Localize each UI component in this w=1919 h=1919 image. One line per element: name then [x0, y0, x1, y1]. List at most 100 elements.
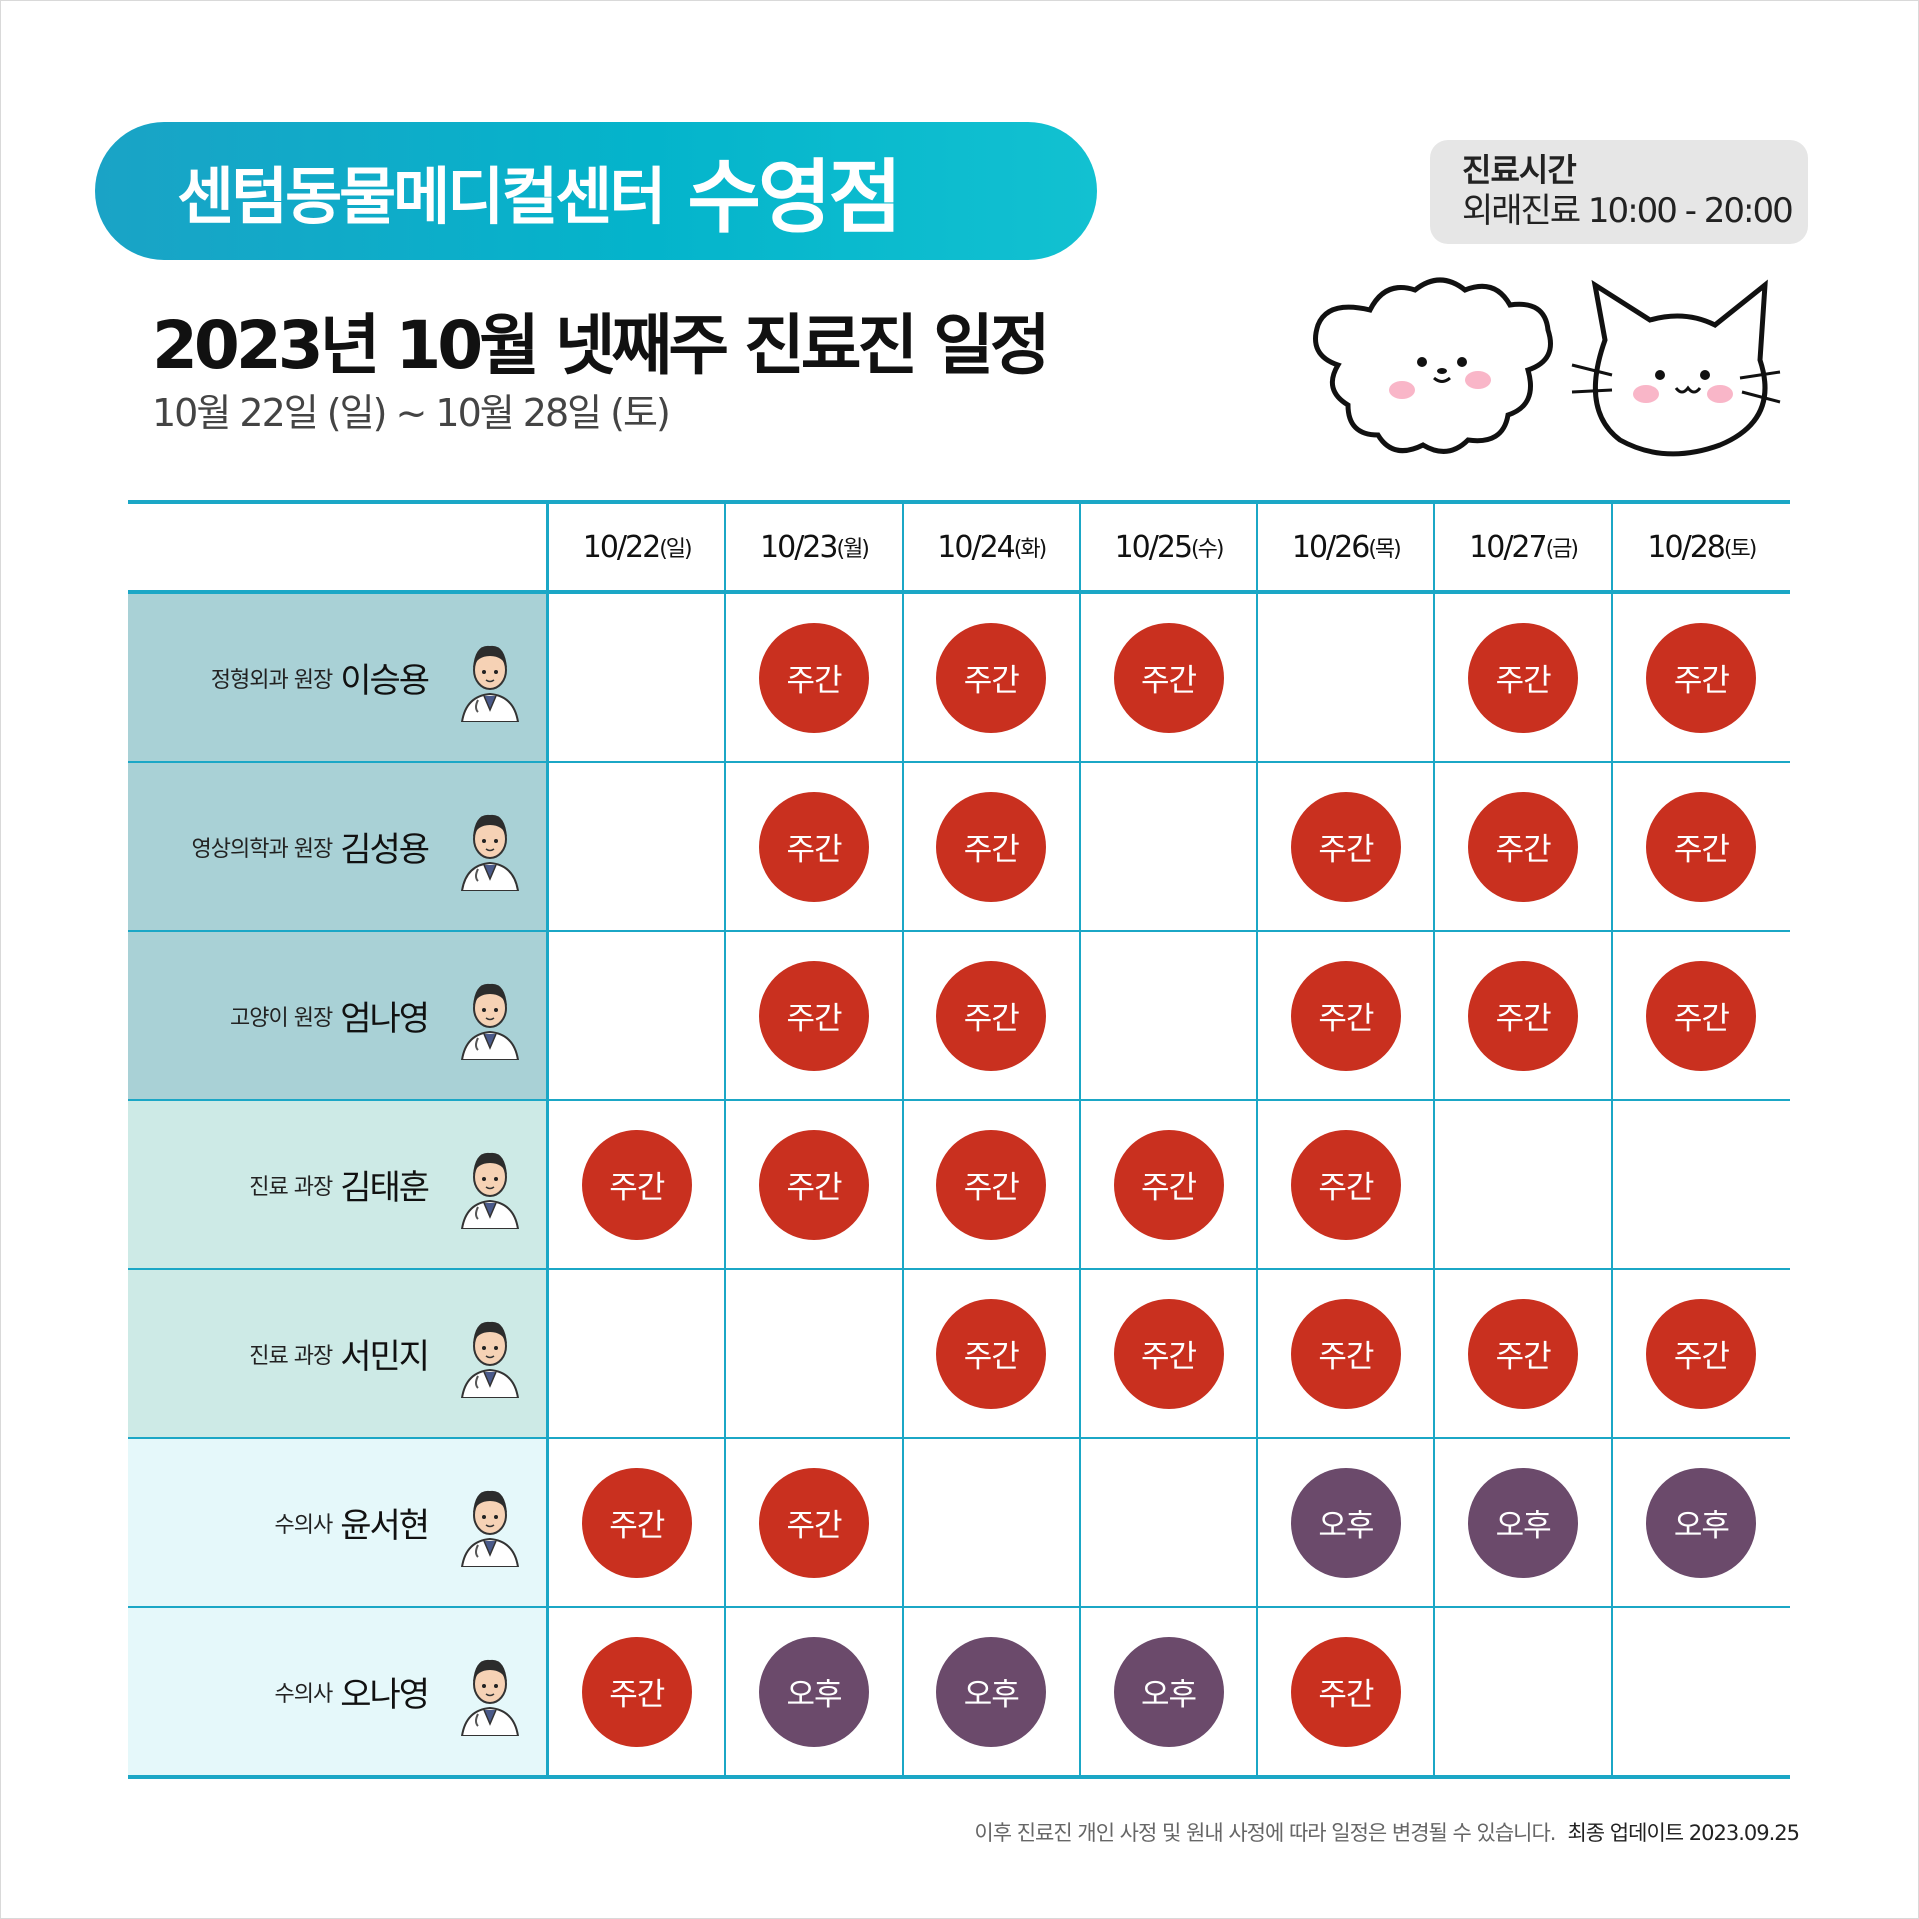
- column-date: 10/22: [582, 529, 661, 565]
- table-header-row: 10/22 (일) 10/23 (월) 10/24 (화) 10/25 (수) 10/2…: [128, 504, 1790, 594]
- schedule-cell: 주간: [904, 1270, 1081, 1437]
- column-dow: (금): [1545, 537, 1579, 562]
- footer-updated: 최종 업데이트 2023.09.25: [1567, 1821, 1800, 1845]
- schedule-cell: 오후: [726, 1608, 904, 1775]
- schedule-cell: [1613, 1101, 1790, 1268]
- afternoon-shift-badge: 오후: [936, 1636, 1047, 1747]
- column-date: 10/23: [760, 529, 838, 565]
- schedule-cell: 주간: [1258, 1608, 1436, 1775]
- schedule-cell: 주간: [1081, 594, 1259, 761]
- doctor-avatar-icon: [456, 1310, 524, 1399]
- schedule-cell: 주간: [549, 1608, 727, 1775]
- day-shift-badge: 주간: [759, 960, 869, 1071]
- table-row: 정형외과 원장 이승용 주간 주간 주간 주간 주간: [128, 594, 1790, 763]
- day-shift-badge: 주간: [759, 1129, 869, 1240]
- column-dow: (토): [1723, 537, 1757, 562]
- schedule-cell: [549, 763, 727, 930]
- day-shift-badge: 주간: [936, 960, 1047, 1071]
- schedule-cell: 주간: [1435, 1270, 1613, 1437]
- schedule-cell: [549, 594, 727, 761]
- schedule-cell: 주간: [1258, 1101, 1436, 1268]
- schedule-cell: [1435, 1608, 1613, 1775]
- doctor-avatar-icon: [456, 972, 524, 1061]
- column-header: 10/25 (수): [1081, 504, 1259, 590]
- schedule-cell: 오후: [904, 1608, 1081, 1775]
- staff-cell: 정형외과 원장 이승용: [128, 594, 550, 761]
- hours-box: 진료시간 외래진료 10:00 - 20:00: [1430, 140, 1808, 244]
- column-dow: (화): [1013, 537, 1047, 562]
- schedule-cell: 오후: [1081, 1608, 1259, 1775]
- day-shift-badge: 주간: [759, 791, 869, 902]
- day-shift-badge: 주간: [759, 622, 869, 733]
- schedule-cell: 주간: [1613, 594, 1790, 761]
- staff-cell: 고양이 원장 엄나영: [128, 932, 550, 1099]
- staff-cell: 진료 과장 서민지: [128, 1270, 550, 1437]
- doctor-avatar-icon: [456, 803, 524, 892]
- column-header: 10/26 (목): [1258, 504, 1436, 590]
- day-shift-badge: 주간: [1113, 622, 1224, 733]
- schedule-cell: 주간: [904, 1101, 1081, 1268]
- schedule-cell: [1258, 594, 1436, 761]
- column-date: 10/25: [1114, 529, 1193, 565]
- schedule-cell: [549, 1270, 727, 1437]
- afternoon-shift-badge: 오후: [1113, 1636, 1224, 1747]
- footer-note: 이후 진료진 개인 사정 및 원내 사정에 따라 일정은 변경될 수 있습니다.…: [974, 1817, 1800, 1847]
- schedule-cell: 주간: [726, 594, 904, 761]
- schedule-cell: 주간: [1258, 932, 1436, 1099]
- schedule-cell: [726, 1270, 904, 1437]
- day-shift-badge: 주간: [759, 1467, 869, 1578]
- schedule-cell: 주간: [726, 763, 904, 930]
- day-shift-badge: 주간: [1290, 960, 1401, 1071]
- schedule-cell: 주간: [726, 1101, 904, 1268]
- day-shift-badge: 주간: [1113, 1298, 1224, 1409]
- staff-cell: 진료 과장 김태훈: [128, 1101, 550, 1268]
- day-shift-badge: 주간: [1290, 791, 1401, 902]
- staff-name: 김태훈: [340, 1168, 430, 1208]
- brand-name: 센텀동물메디컬센터: [177, 160, 666, 233]
- column-dow: (목): [1368, 537, 1401, 562]
- staff-cell: 수의사 윤서현: [128, 1439, 550, 1606]
- afternoon-shift-badge: 오후: [1646, 1467, 1757, 1578]
- staff-cell: 수의사 오나영: [128, 1608, 550, 1775]
- doctor-avatar-icon: [456, 1141, 524, 1230]
- schedule-cell: [1081, 932, 1259, 1099]
- schedule-cell: 주간: [904, 594, 1081, 761]
- staff-role: 진료 과장: [249, 1174, 333, 1200]
- schedule-cell: 주간: [1435, 594, 1613, 761]
- day-shift-badge: 주간: [936, 791, 1047, 902]
- day-shift-badge: 주간: [1646, 791, 1757, 902]
- column-date: 10/26: [1291, 529, 1370, 565]
- schedule-cell: 주간: [1613, 932, 1790, 1099]
- column-dow: (수): [1191, 537, 1224, 562]
- footer-notice: 이후 진료진 개인 사정 및 원내 사정에 따라 일정은 변경될 수 있습니다.: [974, 1821, 1556, 1845]
- table-corner: [128, 504, 550, 590]
- table-row: 수의사 오나영 주간 오후 오후 오후 주간: [128, 1608, 1790, 1775]
- schedule-cell: 주간: [1613, 763, 1790, 930]
- staff-name: 서민지: [340, 1337, 430, 1377]
- schedule-cell: 주간: [1081, 1101, 1259, 1268]
- schedule-cell: [904, 1439, 1081, 1606]
- staff-name: 이승용: [340, 661, 430, 701]
- column-header: 10/22 (일): [549, 504, 727, 590]
- staff-cell: 영상의학과 원장 김성용: [128, 763, 550, 930]
- schedule-cell: 오후: [1613, 1439, 1790, 1606]
- schedule-cell: 주간: [1081, 1270, 1259, 1437]
- schedule-cell: 주간: [549, 1439, 727, 1606]
- afternoon-shift-badge: 오후: [1290, 1467, 1401, 1578]
- brand-branch: 수영점: [687, 151, 902, 244]
- day-shift-badge: 주간: [1646, 1298, 1757, 1409]
- page-title: 2023년 10월 넷째주 진료진 일정: [152, 307, 1051, 384]
- schedule-cell: 오후: [1258, 1439, 1436, 1606]
- hours-text: 외래진료 10:00 - 20:00: [1462, 191, 1794, 231]
- afternoon-shift-badge: 오후: [1468, 1467, 1579, 1578]
- day-shift-badge: 주간: [1646, 622, 1757, 733]
- schedule-cell: [1613, 1608, 1790, 1775]
- schedule-cell: 주간: [726, 932, 904, 1099]
- column-header: 10/27 (금): [1435, 504, 1613, 590]
- staff-role: 영상의학과 원장: [191, 836, 334, 862]
- staff-name: 김성용: [340, 830, 430, 870]
- table-body: 정형외과 원장 이승용 주간 주간 주간 주간 주간 영상의학과 원장 김성용 주간 주간 주간 주간 주…: [128, 594, 1790, 1775]
- column-dow: (월): [836, 537, 869, 562]
- column-date: 10/24: [937, 529, 1015, 565]
- mascot-illustration: [1310, 270, 1790, 464]
